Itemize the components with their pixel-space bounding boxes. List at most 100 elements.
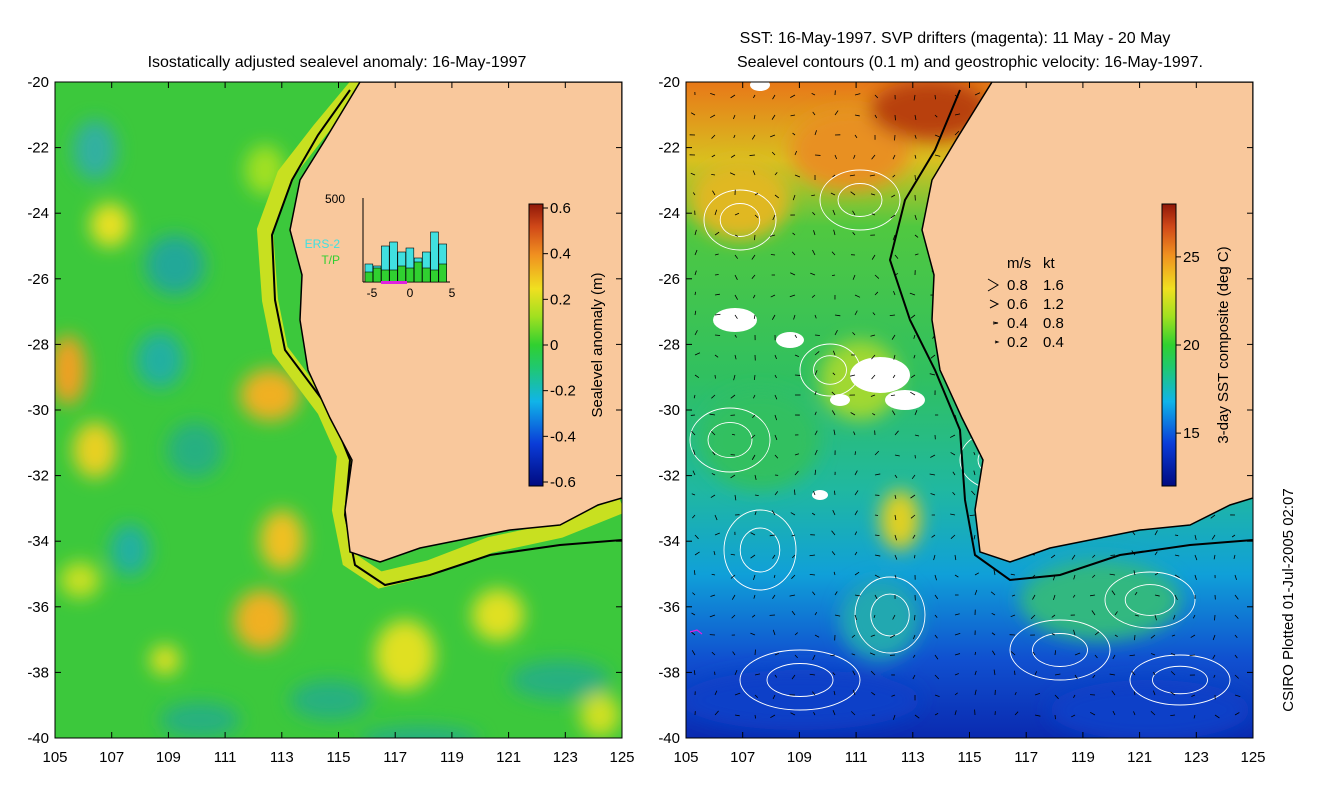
velocity-arrow (831, 251, 836, 256)
velocity-arrow (874, 274, 880, 279)
velocity-arrow (991, 612, 996, 616)
velocity-arrow (791, 554, 796, 559)
right-xtick-label: 105 (673, 749, 698, 766)
velocity-arrow (852, 274, 856, 280)
velocity-arrow (832, 174, 836, 178)
sla-colorbar-tick-label: -0.4 (550, 428, 576, 445)
sla-colorbar-tick-label: 0.6 (550, 200, 571, 217)
sst-colorbar-tick-label: 15 (1183, 425, 1200, 442)
sst-colorbar-ticks: 25 20 15 (1176, 249, 1200, 442)
velocity-arrow (913, 554, 916, 559)
velocity-arrow (1034, 693, 1041, 696)
velocity-arrow (1174, 594, 1178, 601)
coastal-warm-band (256, 82, 622, 589)
velocity-arrow (814, 611, 818, 616)
velocity-arrow (1133, 711, 1136, 716)
velocity-arrow (714, 532, 720, 536)
velocity-arrow (813, 491, 816, 496)
velocity-arrow (874, 114, 878, 119)
velocity-arrow (812, 654, 816, 661)
velocity-arrow (1053, 594, 1056, 601)
velocity-arrow (934, 114, 938, 118)
velocity-arrow (1212, 634, 1216, 641)
velocity-arrow (731, 614, 736, 619)
velocity-arrow (893, 354, 896, 360)
velocity-key-ms: 0.2 (1007, 334, 1028, 351)
velocity-arrow (754, 494, 759, 497)
velocity-arrow (850, 412, 856, 416)
velocity-arrow (834, 110, 839, 116)
velocity-arrow (910, 494, 916, 499)
velocity-arrow (1191, 694, 1196, 697)
velocity-arrow (833, 571, 836, 576)
velocity-arrow (774, 434, 778, 441)
inset-bars (364, 231, 447, 283)
right-ytick-label: -30 (658, 402, 680, 419)
velocity-arrow (892, 234, 896, 241)
left-ytick-label: -40 (27, 730, 49, 747)
sst-colorbar-tick-label: 25 (1183, 249, 1200, 266)
velocity-arrow (814, 370, 818, 376)
velocity-arrow (910, 391, 916, 396)
velocity-key-rows: 0.8 1.6 0.6 1.2 0.4 0.8 0.2 0.4 (987, 277, 1064, 351)
velocity-arrow (894, 114, 896, 121)
velocity-arrow (930, 454, 936, 458)
velocity-arrow (914, 174, 916, 180)
velocity-arrow (929, 473, 936, 476)
velocity-arrow (692, 592, 696, 596)
velocity-arrow (734, 294, 738, 300)
velocity-arrow (711, 134, 716, 139)
velocity-arrow (993, 569, 996, 576)
velocity-arrow (852, 332, 856, 336)
sealevel-anomaly-map (55, 82, 622, 738)
left-ytick-label: -24 (27, 205, 49, 222)
velocity-arrow (1092, 674, 1096, 679)
velocity-arrow (1054, 650, 1057, 656)
velocity-arrow (712, 190, 716, 196)
velocity-arrow (814, 130, 817, 136)
right-ytick-label: -28 (658, 336, 680, 353)
velocity-arrow (753, 114, 756, 120)
ssh-contour (819, 169, 901, 231)
velocity-arrow (1091, 610, 1096, 616)
velocity-arrow (709, 614, 716, 618)
velocity-arrow (914, 234, 919, 238)
velocity-arrow (690, 172, 696, 176)
sla-colorbar-tick-label: 0.4 (550, 246, 571, 263)
velocity-arrow (892, 174, 896, 178)
velocity-arrow (710, 114, 716, 119)
velocity-arrow (1073, 694, 1076, 699)
ssh-contour (766, 663, 834, 697)
velocity-arrow (814, 411, 817, 416)
left-xtick-label: 105 (42, 749, 67, 766)
velocity-arrow (851, 653, 856, 656)
velocity-arrow (1170, 691, 1176, 696)
velocity-arrow (732, 114, 736, 120)
velocity-arrow (694, 291, 696, 296)
velocity-arrow (711, 473, 716, 476)
velocity-arrow (1092, 554, 1096, 558)
velocity-arrow (854, 614, 857, 620)
velocity-arrow (834, 154, 838, 160)
ssh-contour (1032, 633, 1088, 667)
velocity-arrow (1034, 671, 1038, 676)
velocity-arrow (831, 530, 836, 536)
anomaly-blobs (55, 120, 620, 738)
velocity-arrow (934, 134, 940, 138)
velocity-arrow (1154, 530, 1158, 536)
velocity-arrow (832, 372, 836, 376)
velocity-arrow (694, 534, 699, 540)
velocity-arrow (750, 532, 756, 536)
velocity-arrow (1089, 711, 1096, 716)
velocity-arrow (992, 650, 996, 656)
velocity-arrow (831, 274, 836, 277)
velocity-arrow (774, 172, 778, 176)
velocity-arrow (1192, 614, 1196, 619)
velocity-arrow (993, 669, 996, 676)
velocity-arrow (793, 314, 796, 320)
left-xtick-label: 117 (383, 749, 407, 766)
velocity-arrow (1194, 574, 1197, 580)
velocity-arrow (714, 209, 718, 216)
velocity-arrow (1213, 554, 1216, 560)
right-xtick-label: 117 (1014, 749, 1038, 766)
